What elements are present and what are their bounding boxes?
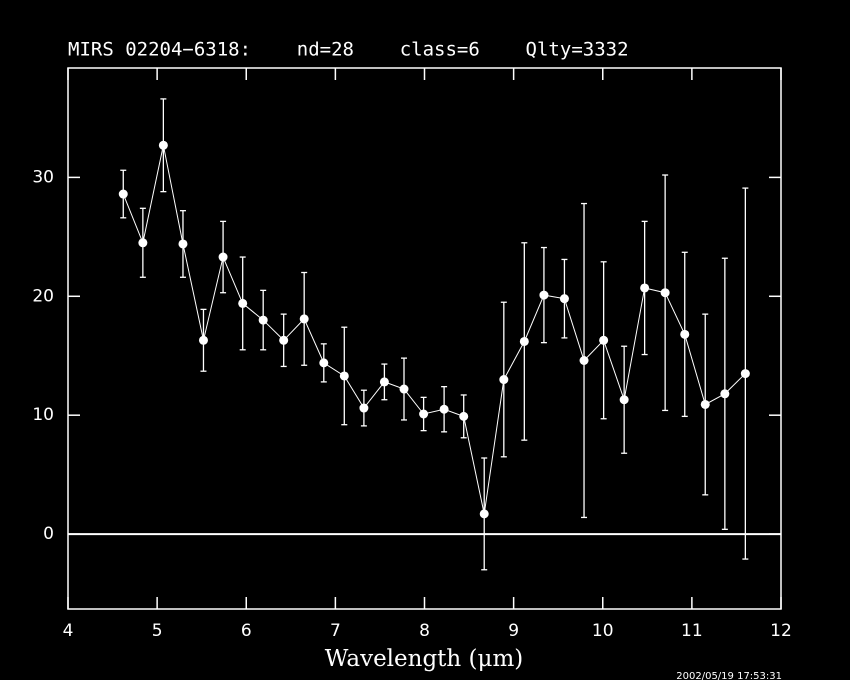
data-point [459, 411, 469, 421]
data-line [122, 145, 746, 514]
data-point [579, 355, 589, 365]
data-point [740, 369, 750, 379]
x-tick-label: 10 [592, 621, 614, 641]
data-point [599, 335, 609, 345]
data-point [258, 315, 268, 325]
data-point [118, 189, 128, 199]
y-tick-label: 20 [32, 286, 54, 306]
data-point [279, 335, 289, 345]
data-point [720, 389, 730, 399]
data-point [359, 403, 369, 413]
data-point [700, 399, 710, 409]
data-point [479, 509, 489, 519]
x-tick-label: 9 [508, 621, 519, 641]
data-point [660, 288, 670, 298]
data-point [138, 238, 148, 248]
x-tick-label: 11 [681, 621, 703, 641]
chart-title: MIRS 02204−6318: nd=28 class=6 Qlty=3332 [68, 39, 629, 61]
data-point [619, 395, 629, 405]
data-point [399, 384, 409, 394]
x-axis-label: Wavelength (μm) [325, 646, 524, 672]
data-point [499, 375, 509, 385]
data-point [319, 358, 329, 368]
data-point [238, 298, 248, 308]
data-point [419, 409, 429, 419]
data-point [299, 314, 309, 324]
data-point [178, 239, 188, 249]
data-point [339, 371, 349, 381]
x-tick-label: 12 [770, 621, 792, 641]
y-tick-label: 30 [32, 167, 54, 187]
data-point [218, 252, 228, 262]
data-point [198, 335, 208, 345]
data-point [158, 140, 168, 150]
y-tick-label: 0 [43, 524, 54, 544]
data-point [559, 294, 569, 304]
data-point [640, 283, 650, 293]
timestamp: 2002/05/19 17:53:31 [676, 671, 782, 680]
y-tick-label: 10 [32, 405, 54, 425]
x-tick-label: 7 [330, 621, 341, 641]
data-point [680, 329, 690, 339]
x-tick-label: 4 [63, 621, 74, 641]
x-tick-label: 5 [152, 621, 163, 641]
data-point [519, 336, 529, 346]
data-point [439, 404, 449, 414]
data-point [539, 290, 549, 300]
x-tick-label: 8 [419, 621, 430, 641]
x-tick-label: 6 [241, 621, 252, 641]
data-point [379, 377, 389, 387]
